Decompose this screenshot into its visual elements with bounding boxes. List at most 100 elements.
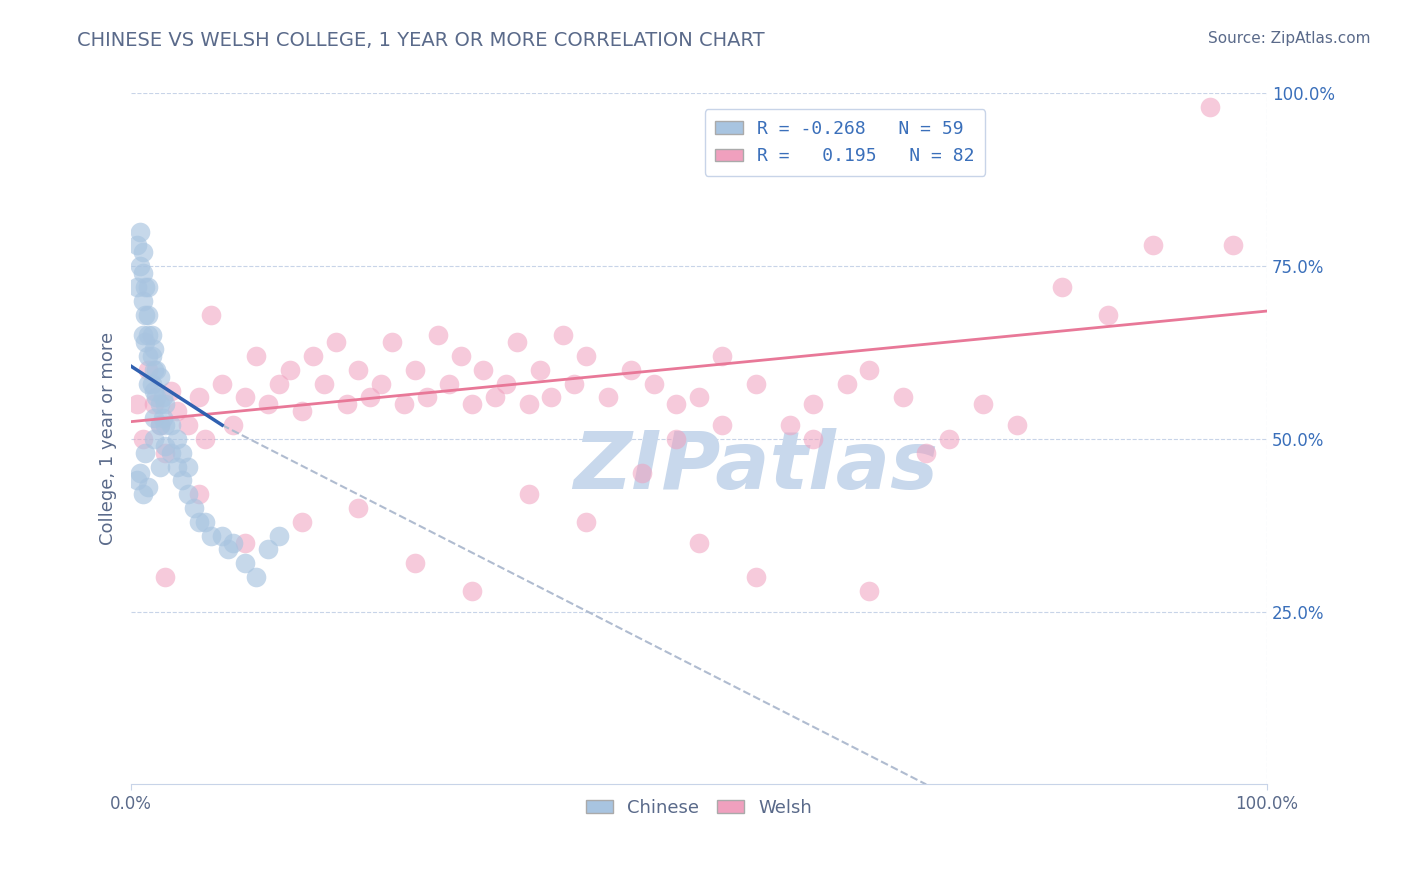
Point	[598, 391, 620, 405]
Point	[217, 542, 239, 557]
Point	[177, 487, 200, 501]
Point	[129, 259, 152, 273]
Legend: Chinese, Welsh: Chinese, Welsh	[578, 791, 820, 824]
Point	[155, 570, 177, 584]
Point	[222, 535, 245, 549]
Point	[314, 376, 336, 391]
Point	[143, 363, 166, 377]
Point	[188, 487, 211, 501]
Point	[125, 474, 148, 488]
Point	[211, 376, 233, 391]
Point	[131, 293, 153, 308]
Point	[131, 245, 153, 260]
Text: Source: ZipAtlas.com: Source: ZipAtlas.com	[1208, 31, 1371, 46]
Point	[404, 363, 426, 377]
Point	[461, 397, 484, 411]
Point	[1052, 280, 1074, 294]
Point	[245, 570, 267, 584]
Text: CHINESE VS WELSH COLLEGE, 1 YEAR OR MORE CORRELATION CHART: CHINESE VS WELSH COLLEGE, 1 YEAR OR MORE…	[77, 31, 765, 50]
Point	[574, 515, 596, 529]
Point	[141, 376, 163, 391]
Point	[149, 369, 172, 384]
Point	[145, 363, 167, 377]
Text: ZIPatlas: ZIPatlas	[574, 427, 938, 506]
Point	[129, 467, 152, 481]
Point	[426, 328, 449, 343]
Point	[256, 542, 278, 557]
Point	[267, 528, 290, 542]
Point	[1005, 418, 1028, 433]
Point	[540, 391, 562, 405]
Point	[267, 376, 290, 391]
Point	[1142, 238, 1164, 252]
Point	[152, 391, 174, 405]
Point	[915, 446, 938, 460]
Point	[1222, 238, 1244, 252]
Point	[143, 397, 166, 411]
Point	[166, 432, 188, 446]
Point	[256, 397, 278, 411]
Point	[145, 391, 167, 405]
Point	[484, 391, 506, 405]
Point	[136, 349, 159, 363]
Point	[370, 376, 392, 391]
Point	[631, 467, 654, 481]
Point	[141, 328, 163, 343]
Point	[131, 328, 153, 343]
Point	[291, 404, 314, 418]
Point	[801, 432, 824, 446]
Point	[688, 535, 710, 549]
Point	[562, 376, 585, 391]
Point	[347, 501, 370, 516]
Point	[136, 363, 159, 377]
Point	[155, 418, 177, 433]
Point	[245, 349, 267, 363]
Point	[136, 480, 159, 494]
Point	[188, 515, 211, 529]
Point	[177, 459, 200, 474]
Point	[506, 335, 529, 350]
Point	[381, 335, 404, 350]
Point	[172, 474, 194, 488]
Point	[278, 363, 301, 377]
Point	[517, 397, 540, 411]
Point	[136, 308, 159, 322]
Point	[183, 501, 205, 516]
Point	[143, 411, 166, 425]
Point	[745, 376, 768, 391]
Point	[1199, 100, 1222, 114]
Point	[211, 528, 233, 542]
Point	[835, 376, 858, 391]
Point	[302, 349, 325, 363]
Point	[461, 583, 484, 598]
Point	[160, 418, 183, 433]
Point	[188, 391, 211, 405]
Point	[131, 487, 153, 501]
Point	[134, 280, 156, 294]
Point	[291, 515, 314, 529]
Point	[134, 308, 156, 322]
Point	[166, 459, 188, 474]
Point	[688, 391, 710, 405]
Point	[177, 418, 200, 433]
Point	[125, 238, 148, 252]
Point	[574, 349, 596, 363]
Point	[972, 397, 994, 411]
Point	[551, 328, 574, 343]
Point	[415, 391, 437, 405]
Point	[143, 342, 166, 356]
Point	[779, 418, 801, 433]
Point	[858, 363, 880, 377]
Point	[359, 391, 381, 405]
Point	[222, 418, 245, 433]
Point	[131, 432, 153, 446]
Point	[134, 335, 156, 350]
Point	[392, 397, 415, 411]
Point	[404, 556, 426, 570]
Point	[529, 363, 551, 377]
Point	[710, 349, 733, 363]
Point	[472, 363, 495, 377]
Point	[200, 528, 222, 542]
Point	[710, 418, 733, 433]
Point	[149, 459, 172, 474]
